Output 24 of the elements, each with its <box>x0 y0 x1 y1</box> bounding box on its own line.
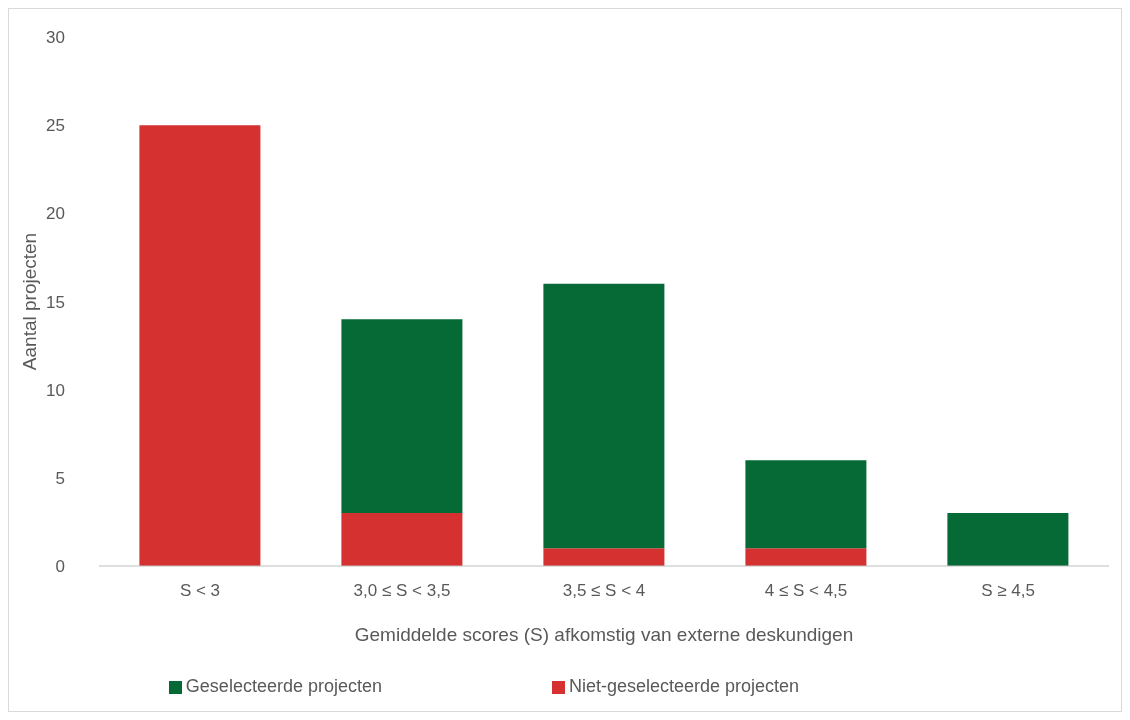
y-tick-label: 30 <box>46 28 65 48</box>
y-tick-label: 15 <box>46 292 65 312</box>
y-tick-label: 0 <box>55 557 65 577</box>
y-tick-label: 5 <box>55 468 65 488</box>
bar <box>139 125 261 566</box>
legend-label: Geselecteerde projecten <box>185 676 382 696</box>
bar <box>341 513 463 566</box>
legend-label: Niet-geselecteerde projecten <box>568 676 800 696</box>
bar <box>947 513 1069 566</box>
bar <box>341 319 463 514</box>
x-tick-label: S < 3 <box>179 581 221 601</box>
y-tick-label: 10 <box>46 380 65 400</box>
y-axis-title: Aantal projecten <box>18 232 40 371</box>
bar <box>543 283 665 549</box>
x-tick-label: 4 ≤ S < 4,5 <box>764 581 848 601</box>
y-tick-label: 20 <box>46 204 65 224</box>
x-tick-label: S ≥ 4,5 <box>981 581 1035 601</box>
bar <box>543 548 665 566</box>
x-axis-title: Gemiddelde scores (S) afkomstig van externe deskundigen <box>354 624 854 646</box>
bar <box>745 460 867 549</box>
x-tick-label: 3,5 ≤ S < 4 <box>562 581 646 601</box>
y-tick-label: 25 <box>46 116 65 136</box>
x-tick-label: 3,0 ≤ S < 3,5 <box>353 581 451 601</box>
bar <box>745 548 867 566</box>
